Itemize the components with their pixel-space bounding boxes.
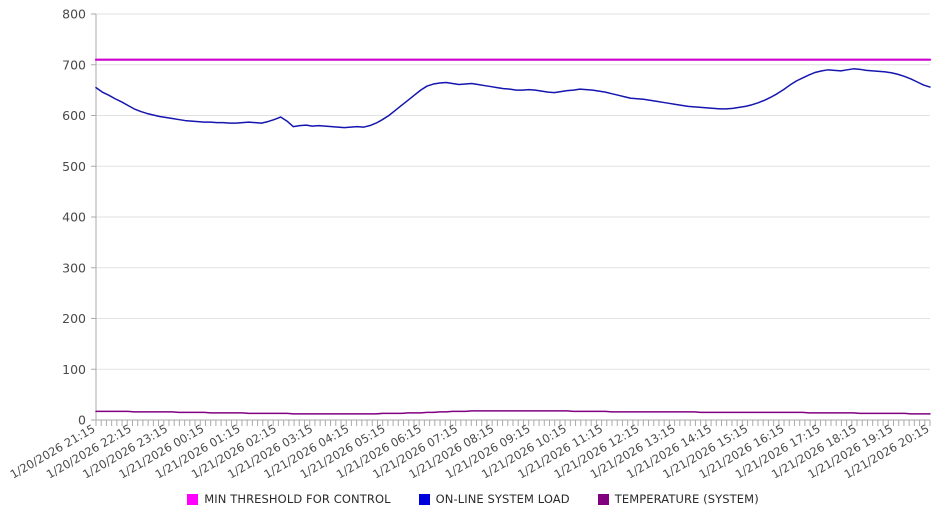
y-axis-tick-label: 800 bbox=[62, 7, 86, 22]
y-axis-tick-label: 300 bbox=[62, 260, 86, 275]
legend-item[interactable]: ON-LINE SYSTEM LOAD bbox=[418, 492, 570, 506]
series-line bbox=[95, 410, 931, 415]
legend-item-label: TEMPERATURE (SYSTEM) bbox=[614, 492, 759, 506]
y-axis-tick-label: 0 bbox=[78, 413, 86, 428]
x-axis-tick-labels: 1/20/2026 21:151/20/2026 22:151/20/2026 … bbox=[8, 421, 932, 481]
y-axis-ticks: 0 100 200 300 400 500 600 700 800 bbox=[62, 7, 96, 428]
y-axis-tick-label: 100 bbox=[62, 362, 86, 377]
legend-item-label: MIN THRESHOLD FOR CONTROL bbox=[204, 492, 391, 506]
legend-color-swatch bbox=[418, 493, 430, 505]
legend-color-swatch bbox=[187, 493, 199, 505]
y-axis-tick-label: 500 bbox=[62, 159, 86, 174]
legend-item[interactable]: MIN THRESHOLD FOR CONTROL bbox=[187, 492, 391, 506]
x-axis-minor-ticks bbox=[95, 420, 931, 426]
y-axis-tick-label: 700 bbox=[62, 57, 86, 72]
y-axis-tick-label: 600 bbox=[62, 108, 86, 123]
y-axis-tick-label: 400 bbox=[62, 210, 86, 225]
chart-legend: MIN THRESHOLD FOR CONTROL ON-LINE SYSTEM … bbox=[0, 492, 946, 506]
legend-color-swatch bbox=[597, 493, 609, 505]
series-line bbox=[95, 68, 931, 129]
legend-item-label: ON-LINE SYSTEM LOAD bbox=[435, 492, 570, 506]
legend-item[interactable]: TEMPERATURE (SYSTEM) bbox=[597, 492, 759, 506]
data-series-layer bbox=[94, 58, 932, 415]
grid-lines bbox=[96, 13, 930, 421]
y-axis-tick-label: 200 bbox=[62, 311, 86, 326]
